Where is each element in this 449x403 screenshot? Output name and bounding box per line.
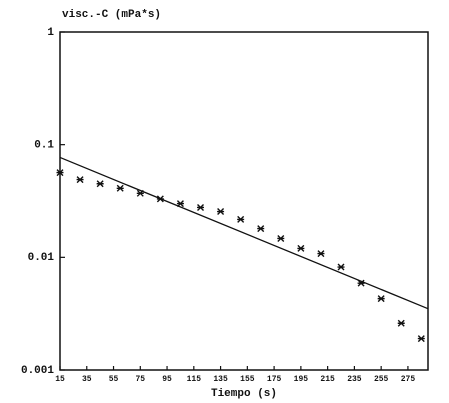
data-point	[197, 203, 205, 211]
x-tick-label: 215	[320, 375, 335, 384]
x-axis-label: Tiempo (s)	[211, 388, 277, 400]
x-tick-label: 275	[401, 375, 416, 384]
data-point	[297, 244, 305, 252]
y-tick-label: 0.001	[21, 365, 54, 377]
data-point	[277, 234, 285, 242]
x-tick-label: 155	[240, 375, 255, 384]
data-point	[217, 208, 225, 216]
x-tick-label: 195	[294, 375, 309, 384]
x-tick-label: 115	[187, 375, 202, 384]
data-point	[337, 263, 345, 271]
data-point	[237, 215, 245, 223]
y-tick-label: 1	[47, 27, 54, 39]
fit-line	[59, 156, 429, 310]
y-tick-label: 0.01	[28, 252, 55, 264]
data-point	[377, 295, 385, 303]
y-tick-label: 0.1	[34, 140, 54, 152]
x-tick-label: 235	[347, 375, 362, 384]
data-point	[116, 184, 124, 192]
x-tick-label: 255	[374, 375, 389, 384]
x-tick-label: 55	[109, 375, 119, 384]
data-point	[417, 335, 425, 343]
x-tick-label: 15	[55, 375, 65, 384]
data-point	[96, 180, 104, 188]
data-point	[357, 279, 365, 287]
data-point	[76, 176, 84, 184]
x-tick-label: 35	[82, 375, 92, 384]
data-point	[317, 250, 325, 258]
plot-frame	[59, 31, 429, 371]
x-tick-label: 175	[267, 375, 282, 384]
x-tick-label: 75	[135, 375, 145, 384]
data-point	[397, 319, 405, 327]
data-point	[257, 225, 265, 233]
chart-title: visc.-C (mPa*s)	[62, 9, 161, 21]
data-point	[56, 169, 64, 177]
x-tick-label: 95	[162, 375, 172, 384]
x-tick-label: 135	[213, 375, 228, 384]
